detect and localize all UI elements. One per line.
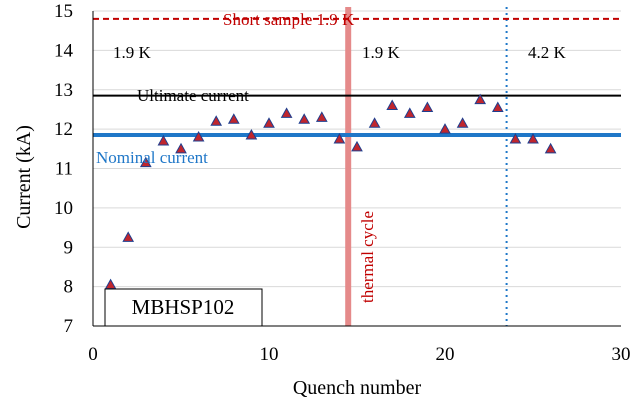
data-point — [280, 107, 293, 118]
data-point — [122, 231, 135, 242]
temperature-label-2: 1.9 K — [362, 43, 401, 62]
y-tick-label: 7 — [64, 316, 74, 337]
data-point — [456, 117, 469, 128]
y-tick-label: 13 — [54, 80, 73, 101]
data-point — [368, 117, 381, 128]
data-point — [139, 156, 152, 168]
data-point — [439, 123, 451, 134]
y-tick-label: 11 — [55, 159, 73, 180]
magnet-label: MBHSP102 — [132, 295, 235, 319]
x-axis-title: Quench number — [293, 377, 422, 399]
data-point — [403, 107, 416, 118]
data-point — [104, 278, 117, 290]
y-tick-label: 14 — [54, 40, 74, 61]
x-tick-label: 20 — [436, 344, 455, 365]
temperature-label-3: 4.2 K — [528, 43, 567, 62]
data-point — [386, 99, 399, 110]
data-point — [509, 132, 522, 144]
x-tick-label: 30 — [612, 344, 631, 365]
y-tick-label: 8 — [64, 277, 74, 298]
data-point — [175, 142, 187, 154]
data-point — [210, 115, 223, 126]
short-sample-label: Short sample 1.9 K — [223, 10, 355, 29]
data-point — [227, 113, 240, 124]
gridlines — [93, 10, 621, 288]
data-point — [333, 132, 346, 144]
data-point — [491, 101, 504, 112]
y-tick-label: 12 — [54, 119, 73, 140]
y-tick-labels: 7 8 9 10 11 12 13 14 15 — [54, 1, 74, 337]
ultimate-current-label: Ultimate current — [137, 86, 249, 105]
data-point — [192, 130, 205, 142]
thermal-cycle-label: thermal cycle — [358, 211, 377, 303]
data-point — [245, 129, 258, 140]
temperature-label-1: 1.9 K — [113, 43, 152, 62]
data-point — [315, 111, 328, 122]
magnet-label-box — [104, 288, 263, 327]
data-point — [421, 101, 434, 112]
data-point — [351, 140, 363, 152]
y-tick-label: 9 — [64, 237, 74, 258]
x-tick-label: 10 — [260, 344, 279, 365]
data-point — [263, 117, 275, 128]
data-point — [544, 142, 557, 154]
nominal-current-label: Nominal current — [96, 148, 208, 167]
y-tick-label: 10 — [54, 198, 73, 219]
y-tick-label: 15 — [54, 1, 73, 22]
data-points — [104, 93, 557, 290]
data-point — [474, 93, 487, 105]
x-tick-labels: 0 10 20 30 — [88, 344, 630, 365]
y-axis-title: Current (kA) — [13, 125, 35, 229]
x-tick-label: 0 — [88, 344, 98, 365]
data-point — [157, 134, 170, 146]
data-point — [298, 113, 311, 124]
data-point — [527, 132, 539, 144]
